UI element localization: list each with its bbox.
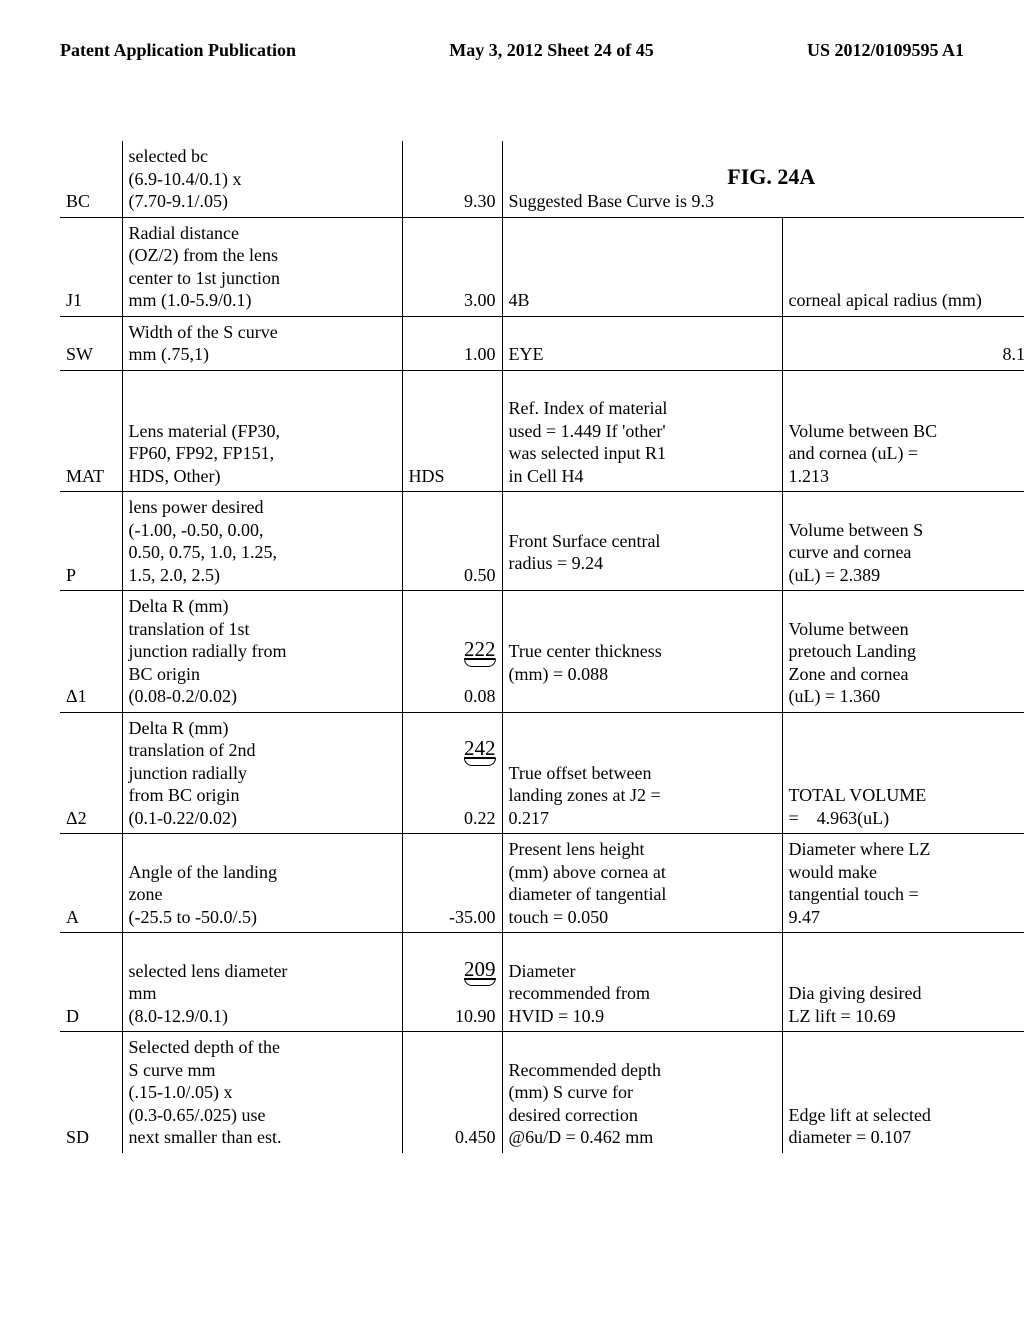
row-code: MAT bbox=[60, 370, 122, 492]
table-row: A Angle of the landingzone(-25.5 to -50.… bbox=[60, 834, 1024, 933]
row-desc: Selected depth of theS curve mm(.15-1.0/… bbox=[122, 1032, 402, 1153]
row-value: 209 10.90 bbox=[402, 933, 502, 1032]
page-header: Patent Application Publication May 3, 20… bbox=[60, 40, 964, 61]
table-row: D selected lens diametermm(8.0-12.9/0.1)… bbox=[60, 933, 1024, 1032]
row-desc: Radial distance(OZ/2) from the lenscente… bbox=[122, 217, 402, 316]
row-value: 242 0.22 bbox=[402, 712, 502, 834]
row-desc: selected lens diametermm(8.0-12.9/0.1) bbox=[122, 933, 402, 1032]
row-note-c5: Volume between Scurve and cornea(uL) = 2… bbox=[782, 492, 1024, 591]
table-row: SW Width of the S curvemm (.75,1) 1.00 E… bbox=[60, 316, 1024, 370]
row-value: 1.00 bbox=[402, 316, 502, 370]
row-note-c4: Recommended depth(mm) S curve fordesired… bbox=[502, 1032, 782, 1153]
row-code: J1 bbox=[60, 217, 122, 316]
row-note-c4: True center thickness(mm) = 0.088 bbox=[502, 591, 782, 713]
row-value: 222 0.08 bbox=[402, 591, 502, 713]
row-desc: Delta R (mm)translation of 1stjunction r… bbox=[122, 591, 402, 713]
row-value: 0.50 bbox=[402, 492, 502, 591]
row-code: P bbox=[60, 492, 122, 591]
row-code: Δ1 bbox=[60, 591, 122, 713]
table-row: Δ2 Delta R (mm)translation of 2ndjunctio… bbox=[60, 712, 1024, 834]
figure-label: FIG. 24A bbox=[509, 163, 1024, 191]
row-code: SD bbox=[60, 1032, 122, 1153]
ref-number: 209 bbox=[464, 956, 496, 982]
page: Patent Application Publication May 3, 20… bbox=[0, 0, 1024, 1193]
row-note-c5: TOTAL VOLUME= 4.963(uL) bbox=[782, 712, 1024, 834]
header-right: US 2012/0109595 A1 bbox=[807, 40, 964, 61]
row-note-c5: Edge lift at selecteddiameter = 0.107 bbox=[782, 1032, 1024, 1153]
row-note-c5: Volume between BCand cornea (uL) =1.213 bbox=[782, 370, 1024, 492]
table-row: SD Selected depth of theS curve mm(.15-1… bbox=[60, 1032, 1024, 1153]
row-desc: Delta R (mm)translation of 2ndjunction r… bbox=[122, 712, 402, 834]
row-note-c5: Diameter where LZwould maketangential to… bbox=[782, 834, 1024, 933]
table-row: BC selected bc(6.9-10.4/0.1) x(7.70-9.1/… bbox=[60, 141, 1024, 217]
row-value: -35.00 bbox=[402, 834, 502, 933]
row-note-c4: True offset betweenlanding zones at J2 =… bbox=[502, 712, 782, 834]
row-note-c4: Front Surface centralradius = 9.24 bbox=[502, 492, 782, 591]
header-center: May 3, 2012 Sheet 24 of 45 bbox=[449, 40, 653, 61]
row-note-c5: Dia giving desiredLZ lift = 10.69 bbox=[782, 933, 1024, 1032]
row-code: D bbox=[60, 933, 122, 1032]
d2-val: 0.22 bbox=[464, 808, 496, 828]
d-val: 10.90 bbox=[455, 1006, 496, 1026]
row-code: Δ2 bbox=[60, 712, 122, 834]
table-row: MAT Lens material (FP30,FP60, FP92, FP15… bbox=[60, 370, 1024, 492]
parameter-table: BC selected bc(6.9-10.4/0.1) x(7.70-9.1/… bbox=[60, 141, 1024, 1153]
row-desc: Angle of the landingzone(-25.5 to -50.0/… bbox=[122, 834, 402, 933]
row-note-c5: 8.13 bbox=[782, 316, 1024, 370]
row-note-c5: Volume betweenpretouch LandingZone and c… bbox=[782, 591, 1024, 713]
row-note-c4: Ref. Index of materialused = 1.449 If 'o… bbox=[502, 370, 782, 492]
row-code: SW bbox=[60, 316, 122, 370]
bc-note-text: Suggested Base Curve is 9.3 bbox=[509, 191, 714, 211]
row-desc: Lens material (FP30,FP60, FP92, FP151,HD… bbox=[122, 370, 402, 492]
row-note-c4: 4B bbox=[502, 217, 782, 316]
d1-val: 0.08 bbox=[464, 686, 496, 706]
row-value: HDS bbox=[402, 370, 502, 492]
row-code: BC bbox=[60, 141, 122, 217]
row-desc: lens power desired(-1.00, -0.50, 0.00,0.… bbox=[122, 492, 402, 591]
row-desc: Width of the S curvemm (.75,1) bbox=[122, 316, 402, 370]
table-row: J1 Radial distance(OZ/2) from the lensce… bbox=[60, 217, 1024, 316]
row-note: FIG. 24A Suggested Base Curve is 9.3 bbox=[502, 141, 1024, 217]
row-note-c5: corneal apical radius (mm) bbox=[782, 217, 1024, 316]
row-note-c4: Present lens height(mm) above cornea atd… bbox=[502, 834, 782, 933]
header-left: Patent Application Publication bbox=[60, 40, 296, 61]
ref-number: 222 bbox=[464, 636, 496, 662]
ref-number: 242 bbox=[464, 735, 496, 761]
row-value: 3.00 bbox=[402, 217, 502, 316]
row-note-c4: Diameterrecommended fromHVID = 10.9 bbox=[502, 933, 782, 1032]
row-note-c4: EYE bbox=[502, 316, 782, 370]
row-code: A bbox=[60, 834, 122, 933]
table-row: P lens power desired(-1.00, -0.50, 0.00,… bbox=[60, 492, 1024, 591]
row-value: 0.450 bbox=[402, 1032, 502, 1153]
table-row: Δ1 Delta R (mm)translation of 1stjunctio… bbox=[60, 591, 1024, 713]
row-value: 9.30 bbox=[402, 141, 502, 217]
row-desc: selected bc(6.9-10.4/0.1) x(7.70-9.1/.05… bbox=[122, 141, 402, 217]
